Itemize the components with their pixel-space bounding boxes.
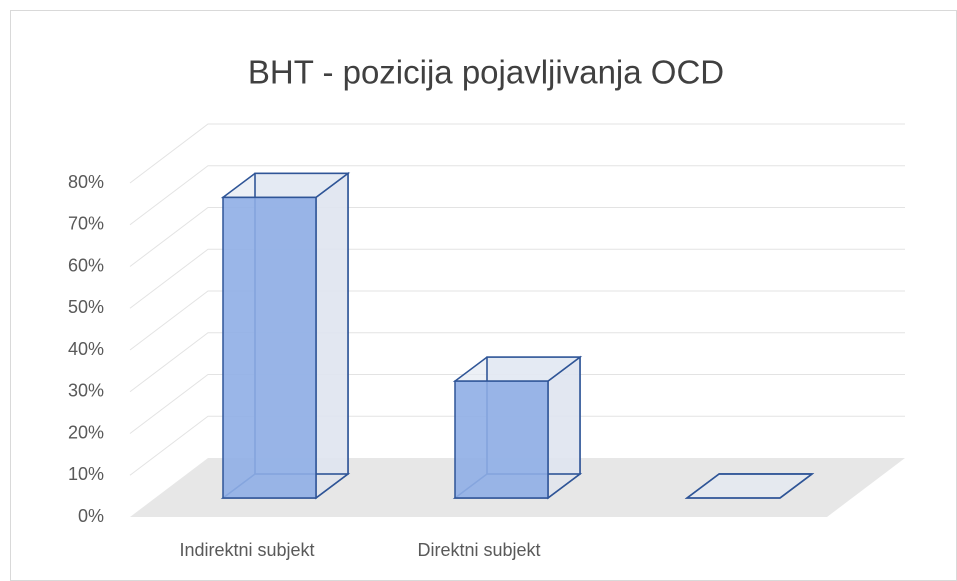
grid-line bbox=[129, 332, 905, 393]
x-tick-label: Indirektni subjekt bbox=[179, 540, 314, 560]
bar bbox=[452, 355, 583, 500]
grid-line bbox=[129, 290, 905, 351]
bar-front bbox=[222, 196, 317, 499]
grid-line bbox=[129, 207, 905, 267]
y-tick-label: 70% bbox=[68, 214, 104, 234]
grid-line bbox=[129, 248, 905, 309]
grid-line bbox=[129, 123, 905, 184]
y-tick-label: 10% bbox=[68, 464, 104, 484]
y-tick-label: 50% bbox=[68, 297, 104, 317]
grid-line bbox=[129, 374, 905, 434]
x-tick-label: Direktni subjekt bbox=[417, 540, 540, 560]
grid-line bbox=[129, 165, 905, 226]
y-tick-label: 40% bbox=[68, 339, 104, 359]
chart-title: BHT - pozicija pojavljivanja OCD bbox=[248, 54, 724, 91]
y-tick-label: 60% bbox=[68, 255, 104, 275]
y-tick-label: 80% bbox=[68, 172, 104, 192]
y-tick-label: 20% bbox=[68, 422, 104, 442]
bar bbox=[684, 473, 815, 499]
grid-line bbox=[129, 415, 905, 476]
bar-front bbox=[454, 380, 549, 499]
y-tick-label: 30% bbox=[68, 381, 104, 401]
bar-bottom bbox=[684, 473, 815, 499]
bar-side bbox=[315, 171, 349, 500]
y-tick-label: 0% bbox=[78, 506, 104, 526]
bar bbox=[220, 171, 351, 500]
